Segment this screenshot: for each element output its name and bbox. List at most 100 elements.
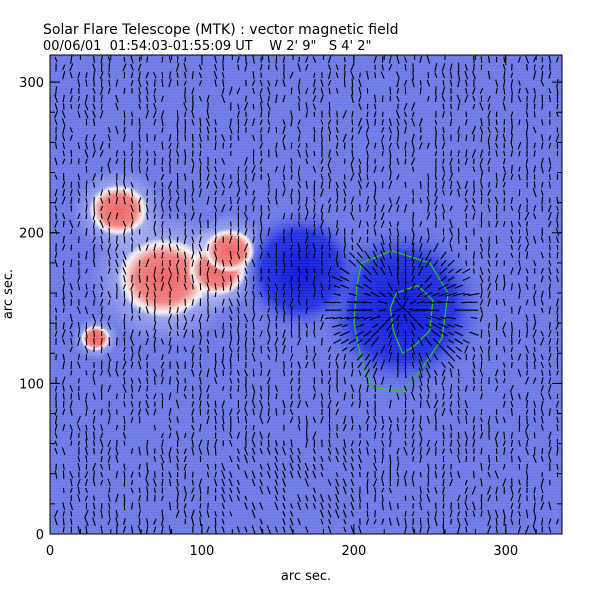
field-vector — [405, 433, 406, 439]
field-vector — [481, 330, 482, 338]
field-vector — [291, 330, 292, 338]
field-vector — [63, 221, 64, 227]
field-vector — [284, 361, 285, 369]
field-vector — [344, 71, 345, 80]
field-vector — [474, 134, 475, 141]
field-vector — [253, 205, 254, 211]
field-vector — [268, 392, 269, 401]
field-vector — [322, 212, 323, 221]
field-vector — [534, 361, 535, 369]
field-vector — [329, 385, 330, 393]
field-vector — [132, 166, 133, 173]
field-vector — [231, 370, 232, 375]
field-vector — [124, 88, 125, 94]
field-vector — [193, 394, 194, 399]
field-vector — [147, 190, 148, 196]
field-vector — [124, 322, 125, 329]
field-vector — [238, 385, 239, 392]
field-vector — [527, 96, 528, 102]
field-vector — [352, 79, 353, 88]
field-vector — [458, 236, 459, 244]
field-vector — [291, 260, 292, 267]
field-vector — [322, 134, 323, 141]
field-vector — [458, 369, 459, 377]
field-vector — [519, 424, 520, 432]
field-vector — [185, 158, 186, 165]
field-vector — [231, 221, 232, 226]
field-vector — [557, 245, 558, 250]
field-vector — [542, 103, 543, 109]
field-vector — [291, 175, 292, 180]
field-vector — [428, 478, 429, 487]
field-vector — [147, 440, 148, 447]
field-vector — [215, 518, 216, 526]
field-vector — [337, 120, 338, 125]
field-vector — [253, 104, 254, 110]
field-vector — [481, 502, 482, 510]
field-vector — [496, 495, 497, 501]
field-vector — [94, 330, 95, 337]
field-vector — [86, 213, 87, 219]
field-vector — [124, 158, 125, 165]
field-vector — [193, 243, 194, 252]
field-vector — [557, 394, 558, 399]
field-vector — [170, 260, 171, 266]
field-vector — [193, 472, 194, 478]
field-vector — [405, 409, 406, 415]
field-vector — [200, 322, 201, 330]
field-vector — [94, 432, 95, 440]
field-vector — [185, 189, 186, 197]
field-vector — [352, 150, 353, 158]
field-vector — [56, 134, 57, 141]
field-vector — [481, 56, 482, 62]
field-vector — [56, 213, 57, 219]
field-vector — [117, 409, 118, 414]
field-vector — [481, 494, 482, 502]
field-vector — [269, 111, 270, 118]
field-vector — [474, 471, 475, 478]
field-vector — [451, 104, 452, 109]
field-vector — [375, 510, 376, 517]
field-vector — [147, 57, 148, 63]
x-axis-label: arc sec. — [281, 569, 331, 584]
field-vector — [375, 408, 376, 416]
field-vector — [269, 440, 270, 448]
field-vector — [345, 197, 346, 203]
field-vector — [413, 457, 414, 462]
field-vector — [94, 339, 95, 345]
field-vector — [367, 166, 368, 173]
field-vector — [200, 503, 201, 508]
field-vector — [231, 386, 232, 392]
x-tick-label: 100 — [190, 544, 215, 559]
field-vector — [344, 79, 345, 88]
field-vector — [147, 134, 148, 142]
field-vector — [367, 487, 368, 495]
x-tick-label: 0 — [46, 544, 54, 559]
field-vector — [124, 354, 125, 361]
field-vector — [79, 236, 80, 243]
field-vector — [124, 119, 125, 125]
field-vector — [398, 417, 399, 422]
y-tick-label: 200 — [19, 227, 44, 242]
field-vector — [101, 346, 102, 353]
field-vector — [200, 283, 201, 290]
field-vector — [94, 284, 95, 289]
field-vector — [208, 486, 209, 494]
field-vector — [155, 471, 156, 478]
field-vector — [519, 189, 520, 196]
field-vector — [147, 198, 148, 203]
field-vector — [246, 252, 247, 258]
field-vector — [246, 55, 247, 63]
x-tick-label: 300 — [493, 544, 518, 559]
field-vector — [542, 448, 543, 455]
field-vector — [314, 181, 315, 190]
field-vector — [132, 228, 133, 235]
field-vector — [162, 57, 163, 63]
field-vector — [337, 220, 338, 228]
field-vector — [177, 384, 178, 393]
field-vector — [215, 197, 216, 204]
field-vector — [299, 102, 300, 111]
field-vector — [405, 368, 406, 378]
field-vector — [306, 228, 307, 235]
